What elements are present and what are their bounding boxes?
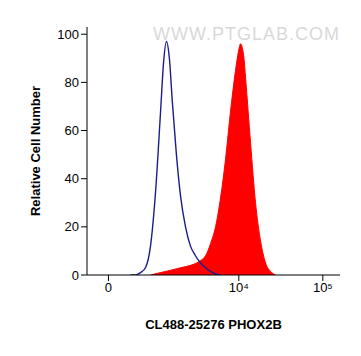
- svg-text:10⁵: 10⁵: [313, 280, 333, 295]
- html-text:WWW.PTGLAB.COM: WWW.PTGLAB.COM: [153, 24, 340, 44]
- svg-text:80: 80: [65, 75, 79, 90]
- svg-text:Relative Cell Number: Relative Cell Number: [28, 86, 43, 216]
- svg-text:60: 60: [65, 123, 79, 138]
- svg-text:10⁴: 10⁴: [229, 280, 249, 295]
- svg-text:CL488-25276 PHOX2B: CL488-25276 PHOX2B: [145, 317, 282, 332]
- svg-text:20: 20: [65, 219, 79, 234]
- svg-text:100: 100: [57, 27, 79, 42]
- svg-text:0: 0: [105, 280, 112, 295]
- svg-text:40: 40: [65, 171, 79, 186]
- svg-text:0: 0: [72, 268, 79, 283]
